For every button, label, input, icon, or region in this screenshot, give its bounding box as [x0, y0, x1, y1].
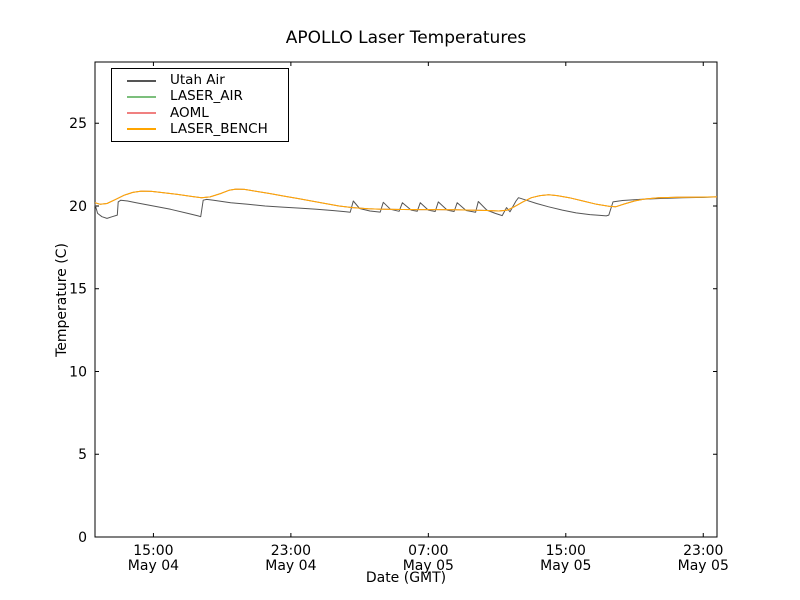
y-tick-label: 5: [78, 447, 87, 463]
y-tick-label: 20: [69, 199, 87, 215]
legend-item-aoml: AOML: [112, 104, 288, 121]
x-tick-date-label: May 05: [540, 558, 591, 574]
legend: Utah Air LASER_AIR AOML LASER_BENCH: [111, 68, 289, 142]
legend-label-laser-air: LASER_AIR: [170, 88, 243, 105]
y-tick-label: 10: [69, 364, 87, 380]
series-line-utah-air: [94, 196, 718, 219]
x-tick-time-label: 15:00: [546, 543, 586, 559]
legend-line-aoml: [127, 112, 156, 115]
x-tick-time-label: 15:00: [133, 543, 173, 559]
legend-label-laser-bench: LASER_BENCH: [170, 120, 268, 137]
x-tick-time-label: 07:00: [408, 543, 448, 559]
x-tick-date-label: May 05: [678, 558, 729, 574]
legend-line-laser-air: [127, 95, 156, 98]
chart-title: APOLLO Laser Temperatures: [285, 28, 527, 48]
y-axis-label: Temperature (C): [54, 243, 70, 357]
legend-item-laser-air: LASER_AIR: [112, 89, 288, 104]
legend-line-utah-air: [127, 79, 156, 82]
legend-label-utah-air: Utah Air: [170, 72, 225, 89]
x-tick-time-label: 23:00: [683, 543, 723, 559]
x-tick-date-label: May 04: [128, 558, 179, 574]
axes-frame: [94, 61, 718, 538]
legend-item-utah-air: Utah Air: [112, 73, 288, 88]
y-tick-label: 25: [69, 116, 87, 132]
y-tick-label: 0: [78, 530, 87, 546]
legend-label-aoml: AOML: [170, 104, 209, 121]
x-tick-date-label: May 05: [403, 558, 454, 574]
x-axis-label: Date (GMT): [365, 570, 447, 586]
series-line-laser-bench: [94, 188, 718, 212]
x-tick-time-label: 23:00: [271, 543, 311, 559]
y-tick-label: 15: [69, 282, 87, 298]
x-tick-date-label: May 04: [265, 558, 316, 574]
legend-line-laser-bench: [127, 128, 156, 131]
legend-item-laser-bench: LASER_BENCH: [112, 120, 288, 137]
